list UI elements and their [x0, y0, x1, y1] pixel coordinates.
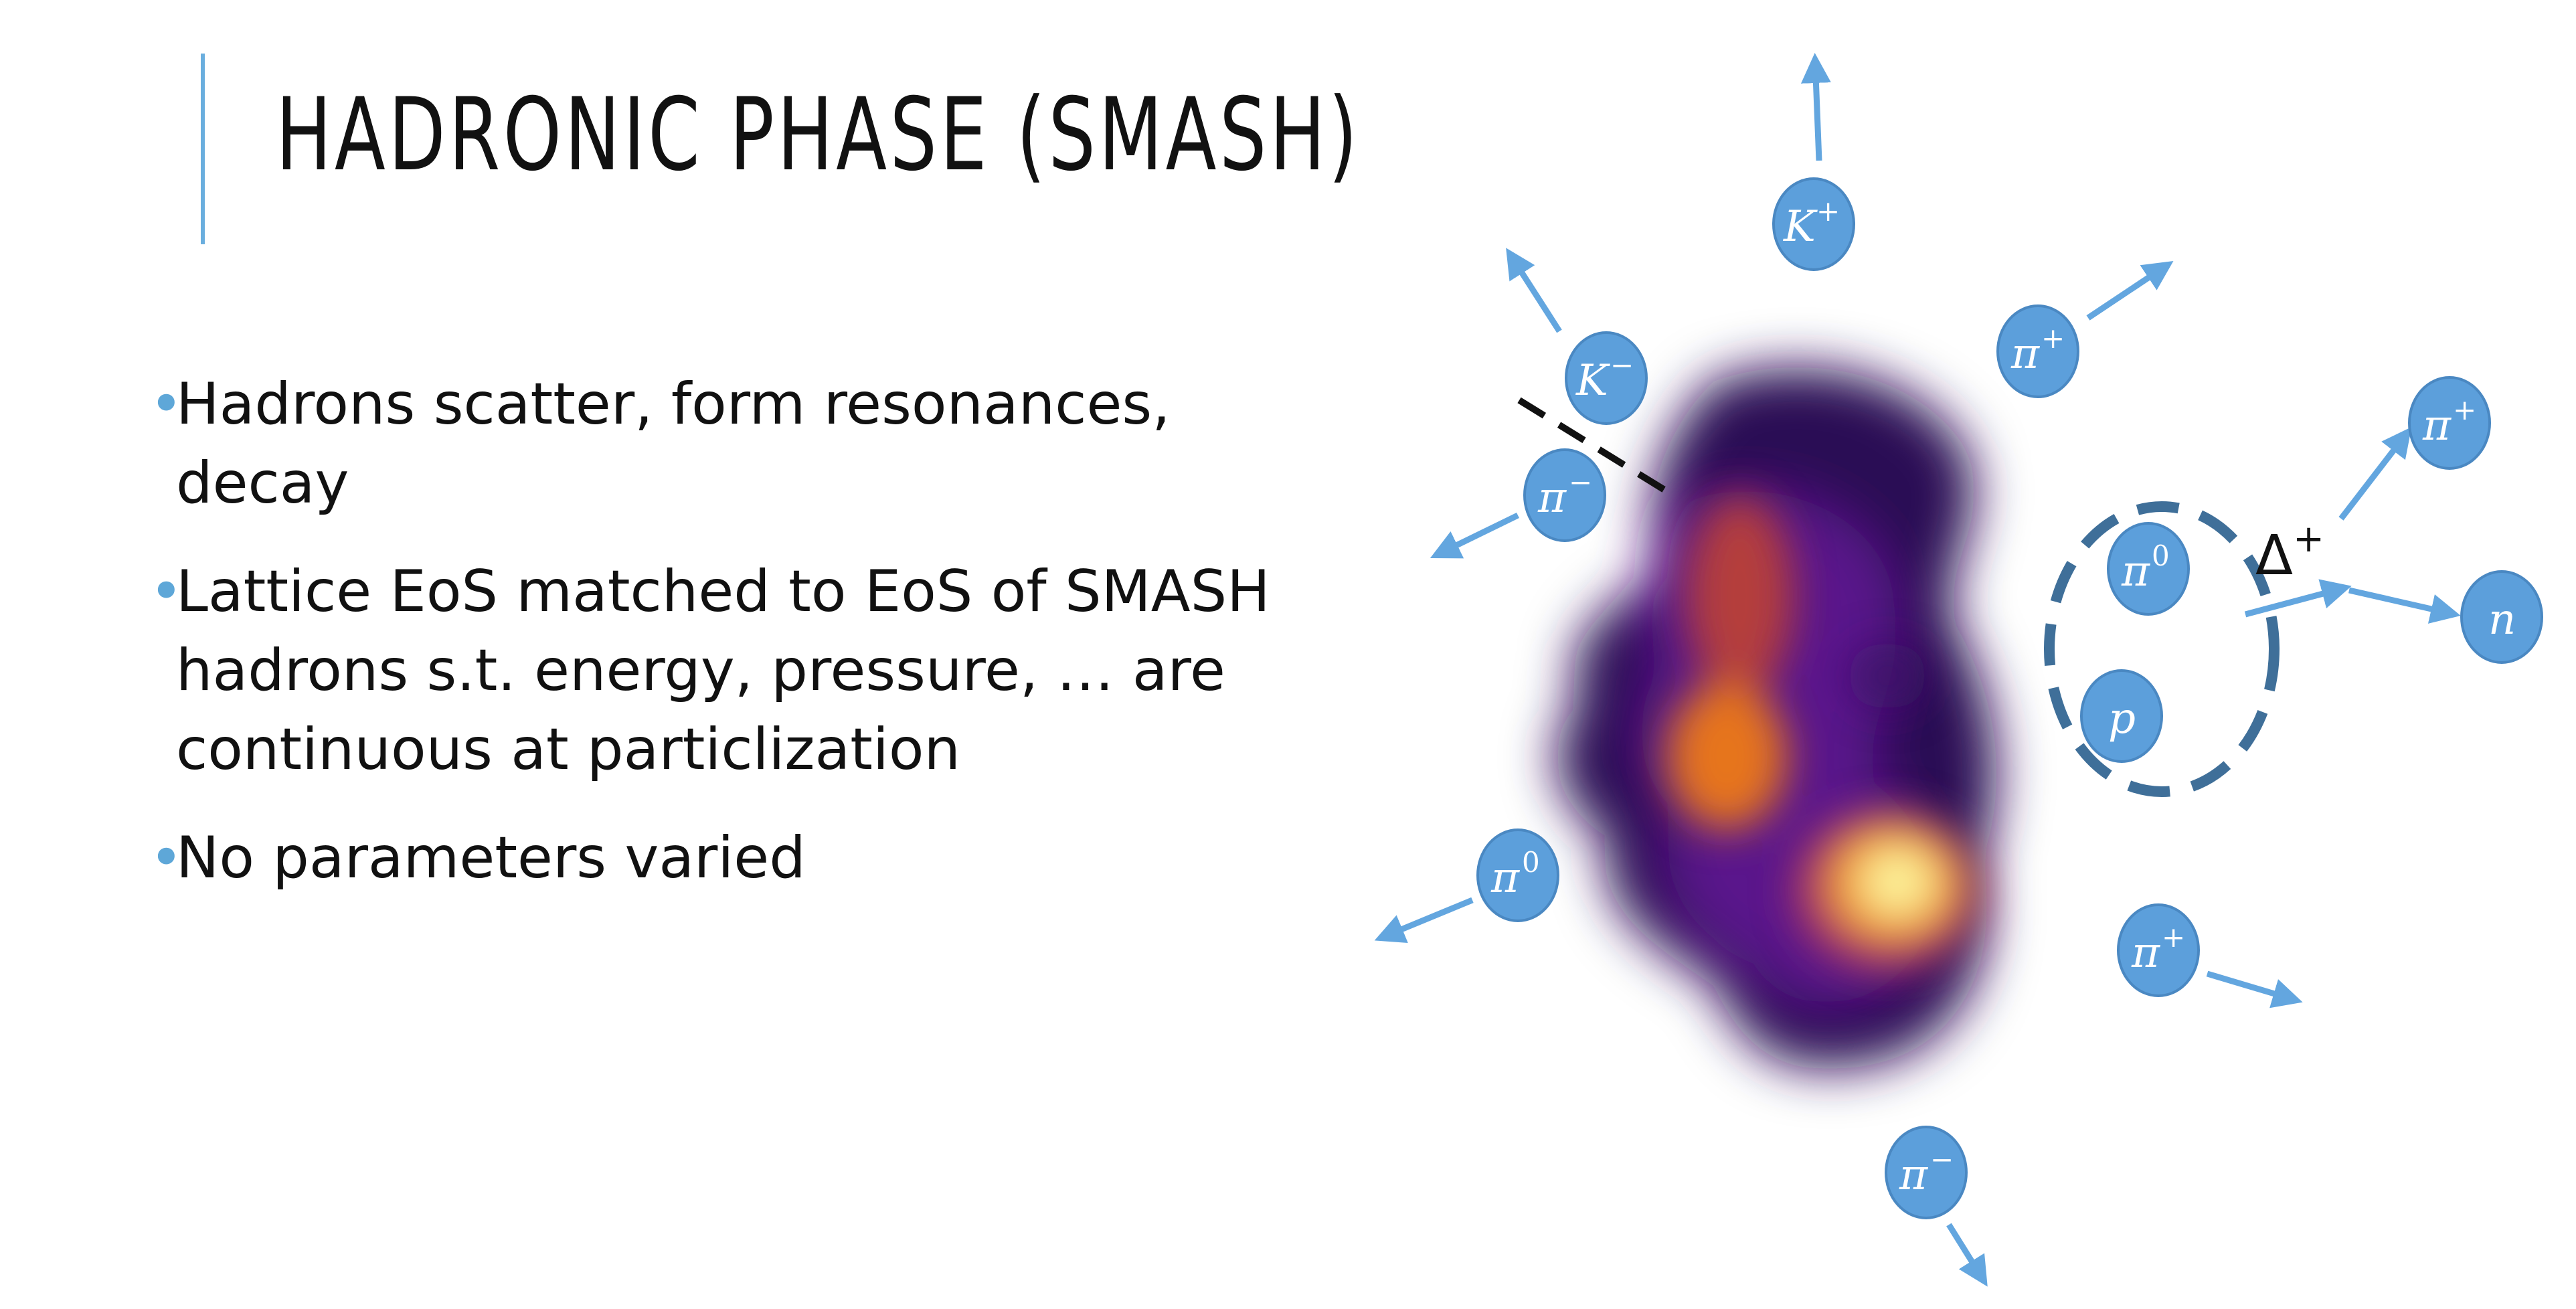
svg-text:−: − — [1569, 466, 1592, 499]
svg-text:π: π — [1899, 1150, 1928, 1200]
particle-kplus: K + — [1772, 177, 1855, 271]
svg-text:π: π — [2131, 928, 2160, 978]
arrow-piminus-bottom — [1946, 1223, 1988, 1287]
particle-neutron: n — [2460, 570, 2543, 664]
arrow-kminus — [1506, 248, 1562, 333]
svg-text:0: 0 — [1522, 846, 1540, 879]
svg-text:K: K — [1575, 356, 1610, 406]
svg-text:π: π — [2121, 547, 2150, 596]
title-accent-bar — [201, 54, 205, 244]
bullet-marker: • — [149, 371, 183, 438]
bullet-item: • No parameters varied — [146, 818, 1337, 897]
bullet-text: Lattice EoS matched to EoS of SMASH hadr… — [176, 558, 1270, 783]
svg-text:π: π — [2422, 401, 2452, 450]
bullet-item: • Hadrons scatter, form resonances, decay — [146, 365, 1337, 523]
svg-text:n: n — [2488, 595, 2516, 644]
dashed-boundary-line — [1517, 397, 1675, 499]
particle-pi0-left: π 0 — [1476, 828, 1559, 922]
svg-text:+: + — [2453, 394, 2476, 426]
arrow-piplus-top — [2086, 261, 2174, 321]
particle-proton: p — [2080, 669, 2163, 763]
svg-text:+: + — [2041, 322, 2065, 355]
arrow-delta — [2244, 579, 2352, 618]
particle-piplus-right: π + — [2408, 376, 2491, 470]
bullet-item: • Lattice EoS matched to EoS of SMASH had… — [146, 552, 1337, 789]
bullet-marker: • — [149, 824, 183, 891]
delta-resonance-label: Δ+ — [2255, 517, 2324, 588]
particle-piminus-bottom: π − — [1885, 1126, 1968, 1219]
svg-text:+: + — [2162, 921, 2185, 954]
momentum-arrows — [1374, 53, 2461, 1287]
svg-text:K: K — [1783, 202, 1818, 252]
arrow-neutron — [2348, 587, 2461, 624]
svg-text:+: + — [1816, 195, 1840, 228]
svg-text:−: − — [1610, 349, 1634, 381]
resonance-dashed-ring — [2044, 501, 2280, 797]
particle-pi0-resonance: π 0 — [2107, 522, 2190, 616]
particle-kminus: K − — [1565, 331, 1648, 425]
svg-text:0: 0 — [2152, 539, 2170, 572]
bullet-marker: • — [149, 558, 183, 625]
svg-text:π: π — [2010, 329, 2040, 379]
particle-piplus-bottom: π + — [2117, 903, 2200, 997]
fireball-medium — [1556, 367, 1997, 1069]
svg-text:π: π — [1490, 853, 1520, 903]
svg-text:p: p — [2108, 694, 2136, 744]
bullet-text: Hadrons scatter, form resonances, decay — [176, 371, 1171, 517]
arrow-piplus-right — [2338, 426, 2412, 521]
bullet-text: No parameters varied — [176, 824, 806, 891]
arrow-kplus — [1800, 53, 1831, 161]
arrow-pi0-left — [1374, 897, 1474, 944]
particle-piplus-top: π + — [1996, 304, 2079, 398]
svg-text:−: − — [1930, 1143, 1954, 1176]
slide-title: HADRONIC PHASE (SMASH) — [276, 77, 1361, 193]
arrow-piminus-left — [1430, 512, 1519, 559]
arrow-piplus-bottom — [2206, 970, 2303, 1009]
bullet-list: • Hadrons scatter, form resonances, decay… — [146, 365, 1337, 927]
particle-piminus-left: π − — [1523, 448, 1606, 542]
svg-text:π: π — [1537, 473, 1567, 523]
